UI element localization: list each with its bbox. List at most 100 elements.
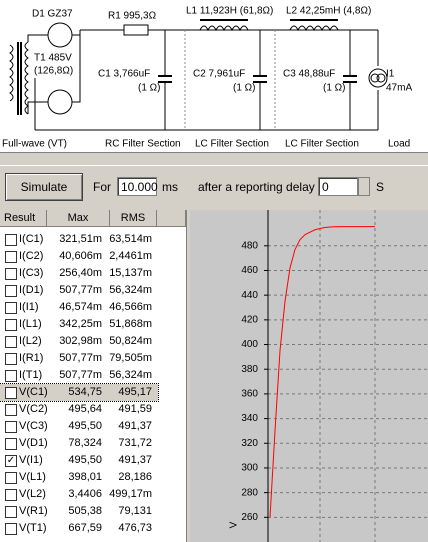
checkbox[interactable] xyxy=(5,506,17,518)
result-row[interactable]: V(C3) 495,50 491,37 xyxy=(0,418,158,435)
result-rms: 63,514m xyxy=(109,233,152,245)
y-tick-label: 420 xyxy=(241,314,258,325)
y-tick-label: 320 xyxy=(241,438,258,449)
result-row[interactable]: I(I1) 46,574m 46,566m xyxy=(0,299,158,316)
result-row[interactable]: V(R1) 505,38 79,131 xyxy=(0,503,158,520)
circuit-label: (1 Ω) xyxy=(138,83,160,94)
result-name: I(I1) xyxy=(19,301,39,313)
circuit-label: R1 995,3Ω xyxy=(108,11,157,22)
result-name: V(L1) xyxy=(19,471,46,483)
checkbox[interactable] xyxy=(5,353,17,365)
result-rms: 2,4461m xyxy=(109,250,152,262)
results-table: Result Max RMS I(C1) 321,51m 63,514m I(C2) 40,6… xyxy=(0,210,187,542)
result-row[interactable]: V(L1) 398,01 28,186 xyxy=(0,469,158,486)
result-row[interactable]: I(D1) 507,77m 56,324m xyxy=(0,282,158,299)
result-row[interactable]: V(C1) 534,75 495,17 xyxy=(0,383,159,402)
column-header: Max xyxy=(47,210,110,227)
result-name: V(C2) xyxy=(19,403,48,415)
result-row[interactable]: V(T1) 667,59 476,73 xyxy=(0,520,158,537)
result-row[interactable]: I(T1) 507,77m 56,324m xyxy=(0,367,158,384)
result-row[interactable]: I(R1) 507,77m 79,505m xyxy=(0,350,158,367)
result-row[interactable]: I(L2) 302,98m 50,824m xyxy=(0,333,158,350)
checkbox[interactable] xyxy=(5,336,17,348)
result-name: V(D1) xyxy=(19,437,48,449)
result-rms: 79,131 xyxy=(118,505,152,517)
header-filler xyxy=(157,210,186,227)
result-rms: 495,17 xyxy=(118,386,152,398)
circuit-label: L1 11,923H (61,8Ω) xyxy=(186,6,273,17)
delay-input[interactable]: 0 xyxy=(318,177,358,196)
checkbox[interactable] xyxy=(5,523,17,535)
y-tick-label: 340 xyxy=(241,413,258,424)
checkbox[interactable] xyxy=(5,387,17,399)
checkbox[interactable] xyxy=(5,319,17,331)
result-row[interactable]: I(C1) 321,51m 63,514m xyxy=(0,231,158,248)
result-row[interactable]: V(D1) 78,324 731,72 xyxy=(0,435,158,452)
result-row[interactable]: I(C2) 40,606m 2,4461m xyxy=(0,248,158,265)
result-rms: 50,824m xyxy=(109,335,152,347)
circuit-label: C3 48,88uF xyxy=(283,69,335,80)
checkbox[interactable] xyxy=(5,285,17,297)
unit-label: S xyxy=(376,180,385,194)
result-row[interactable]: V(C2) 495,64 491,59 xyxy=(0,401,158,418)
circuit-label: RC Filter Section xyxy=(105,139,181,150)
circuit-label: Full-wave (VT) xyxy=(2,139,67,150)
checkbox[interactable] xyxy=(5,251,17,263)
y-tick-label: 300 xyxy=(241,463,258,474)
result-name: I(C2) xyxy=(19,250,44,262)
checkbox[interactable] xyxy=(5,302,17,314)
checkbox[interactable] xyxy=(5,370,17,382)
result-row[interactable]: I(C3) 256,40m 15,137m xyxy=(0,265,158,282)
result-rms: 491,59 xyxy=(118,403,152,415)
result-rms: 731,72 xyxy=(118,437,152,449)
voltage-curve xyxy=(269,226,375,518)
y-tick-label: 400 xyxy=(241,339,258,350)
simulate-button[interactable]: Simulate xyxy=(5,173,83,201)
result-max: 321,51m xyxy=(59,233,102,245)
result-row[interactable]: ✓ V(I1) 495,50 491,37 xyxy=(0,452,158,469)
result-max: 507,77m xyxy=(59,369,102,381)
spin-button[interactable] xyxy=(358,177,370,196)
circuit-label: (1 Ω) xyxy=(233,83,255,94)
y-tick-label: 280 xyxy=(241,487,258,498)
result-max: 40,606m xyxy=(59,250,102,262)
result-name: V(T1) xyxy=(19,522,47,534)
result-rms: 56,324m xyxy=(109,369,152,381)
result-name: V(I1) xyxy=(19,454,43,466)
delay-label: after a reporting delay of xyxy=(198,180,329,194)
result-rms: 79,505m xyxy=(109,352,152,364)
plot-background xyxy=(190,210,428,542)
result-max: 507,77m xyxy=(59,352,102,364)
result-name: I(T1) xyxy=(19,369,43,381)
checkbox[interactable] xyxy=(5,421,17,433)
result-rms: 491,37 xyxy=(118,454,152,466)
result-name: I(L1) xyxy=(19,318,42,330)
duration-input[interactable]: 10.000 xyxy=(117,177,158,196)
circuit-label: (1 Ω) xyxy=(323,83,345,94)
result-row[interactable]: V(L2) 3,4406 499,17m xyxy=(0,486,158,503)
result-rms: 56,324m xyxy=(109,284,152,296)
result-name: V(L2) xyxy=(19,488,46,500)
y-tick-label: 360 xyxy=(241,389,258,400)
result-name: I(R1) xyxy=(19,352,44,364)
plot: 260 280 300 320 340 360 380 400 420 440 460 480 V xyxy=(190,210,428,542)
checkbox[interactable] xyxy=(5,438,17,450)
result-name: I(L2) xyxy=(19,335,42,347)
circuit-label: LC Filter Section xyxy=(285,139,359,150)
result-name: I(C1) xyxy=(19,233,44,245)
checkbox[interactable] xyxy=(5,489,17,501)
checkbox[interactable] xyxy=(5,268,17,280)
y-tick-label: 260 xyxy=(241,512,258,523)
checkbox[interactable] xyxy=(5,404,17,416)
result-max: 342,25m xyxy=(59,318,102,330)
checkbox[interactable]: ✓ xyxy=(5,455,17,467)
y-axis-label: V xyxy=(229,521,240,528)
checkbox[interactable] xyxy=(5,472,17,484)
result-max: 495,50 xyxy=(68,420,102,432)
checkbox[interactable] xyxy=(5,234,17,246)
circuit-label: 47mA xyxy=(386,83,412,94)
result-max: 534,75 xyxy=(68,386,102,398)
result-row[interactable]: I(L1) 342,25m 51,868m xyxy=(0,316,158,333)
ms-label: ms xyxy=(162,180,178,194)
result-rms: 499,17m xyxy=(109,488,152,500)
